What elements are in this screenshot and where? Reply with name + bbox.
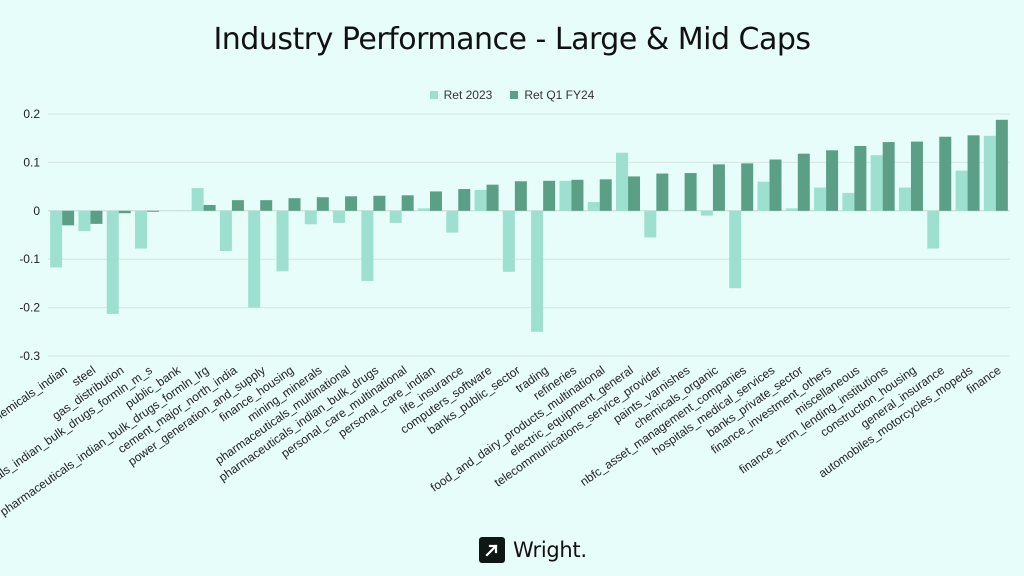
bar-ret-2023 [616,152,629,211]
bar-ret-2023 [219,210,232,251]
bar-ret-q1-fy24 [458,189,471,211]
legend-item-ret-q1-fy24: Ret Q1 FY24 [510,88,594,102]
y-tick-label: -0.1 [19,252,40,266]
bar-ret-2023 [955,170,968,211]
bar-ret-q1-fy24 [118,210,131,214]
bar-ret-2023 [389,210,402,223]
bar-ret-2023 [559,180,572,211]
bar-ret-q1-fy24 [345,196,358,211]
bar-ret-q1-fy24 [910,141,923,211]
legend-swatch-ret-2023 [429,91,438,99]
bar-ret-q1-fy24 [543,180,556,211]
chart-title: Industry Performance - Large & Mid Caps [213,22,811,57]
bar-ret-q1-fy24 [769,159,782,211]
bar-ret-2023 [135,210,148,249]
bar-ret-2023 [814,187,827,211]
bar-ret-q1-fy24 [62,210,75,226]
legend-swatch-ret-q1-fy24 [510,91,519,99]
y-tick-label: 0 [33,204,40,218]
bar-ret-2023 [644,210,657,238]
bar-ret-2023 [474,189,487,211]
bar-ret-2023 [587,202,600,211]
bar-ret-2023 [50,210,63,268]
bar-ret-q1-fy24 [514,181,527,211]
bar-ret-q1-fy24 [797,153,810,211]
bar-ret-2023 [870,155,883,211]
legend-label-ret-2023: Ret 2023 [443,88,493,102]
bar-ret-2023 [304,210,317,225]
bar-ret-q1-fy24 [939,136,952,211]
bar-ret-2023 [757,181,770,211]
bar-ret-q1-fy24 [373,195,386,211]
bar-ret-q1-fy24 [967,135,980,211]
bar-ret-q1-fy24 [231,200,244,211]
bar-ret-2023 [191,188,204,211]
bar-ret-q1-fy24 [995,119,1008,211]
legend-label-ret-q1-fy24: Ret Q1 FY24 [524,88,595,102]
bar-ret-2023 [502,210,515,272]
legend-item-ret-2023: Ret 2023 [429,88,493,102]
bar-ret-q1-fy24 [684,173,697,211]
y-tick-label: 0.1 [23,155,40,169]
bar-ret-q1-fy24 [628,176,641,211]
bar-ret-q1-fy24 [741,163,754,211]
bar-ret-q1-fy24 [90,210,103,224]
bar-ret-q1-fy24 [401,195,414,211]
bar-ret-q1-fy24 [147,210,160,212]
bar-ret-q1-fy24 [882,142,895,211]
bar-ret-2023 [700,210,713,216]
bar-ret-2023 [927,210,940,249]
bar-ret-2023 [785,208,798,211]
bar-ret-q1-fy24 [486,184,499,211]
bar-ret-2023 [983,135,996,211]
y-tick-label: 0.2 [23,107,40,121]
y-tick-label: -0.3 [19,349,40,363]
bar-ret-2023 [842,192,855,211]
bar-ret-q1-fy24 [826,150,839,211]
logo-arrow-icon [479,537,505,563]
bar-ret-2023 [361,210,374,281]
bar-ret-2023 [248,210,261,308]
bar-ret-q1-fy24 [260,200,273,211]
logo-text: Wright. [513,538,587,562]
bar-ret-2023 [106,210,119,314]
bar-ret-2023 [531,210,544,332]
bar-ret-q1-fy24 [656,173,669,211]
bar-ret-2023 [78,210,91,232]
wright-logo: Wright. [479,537,587,563]
y-tick-label: -0.2 [19,301,40,315]
bar-ret-q1-fy24 [571,179,584,211]
bar-ret-2023 [276,210,289,272]
bar-ret-q1-fy24 [203,204,216,211]
bar-ret-2023 [446,210,459,233]
bar-ret-q1-fy24 [288,198,301,211]
bar-ret-2023 [729,210,742,289]
bar-ret-q1-fy24 [712,164,725,211]
bar-ret-q1-fy24 [316,197,329,211]
bar-ret-q1-fy24 [599,179,612,211]
bar-ret-q1-fy24 [854,145,867,211]
bar-ret-2023 [333,210,346,223]
bar-ret-2023 [898,187,911,211]
legend: Ret 2023 Ret Q1 FY24 [0,88,1024,102]
bar-ret-2023 [417,208,430,211]
bar-ret-q1-fy24 [429,191,442,211]
